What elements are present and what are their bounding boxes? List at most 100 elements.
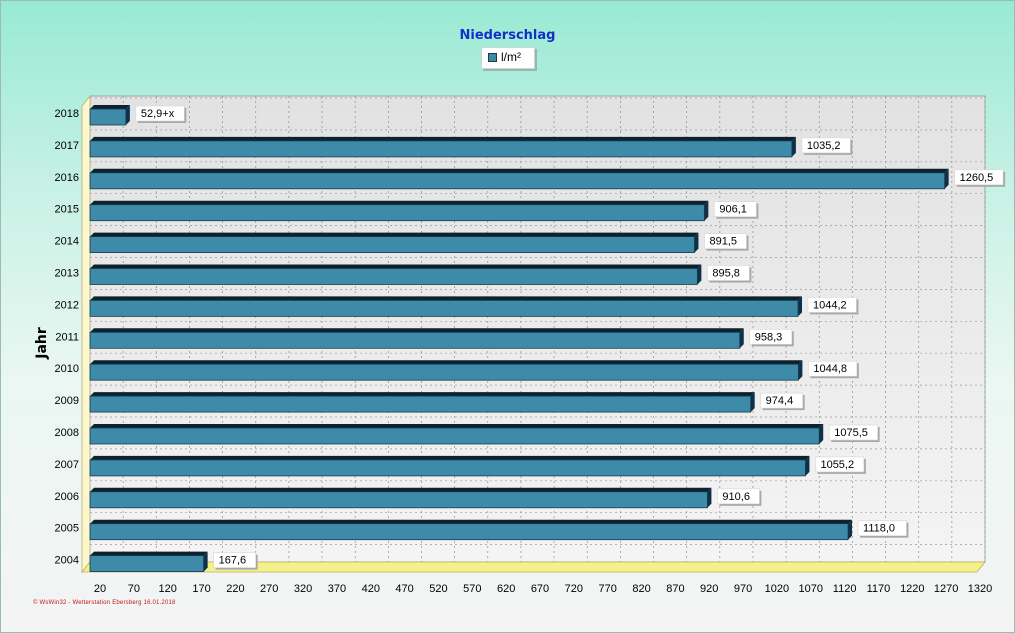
- data-label-box: [857, 520, 907, 537]
- bar-end-face: [203, 551, 208, 572]
- x-tick-label: 170: [192, 583, 210, 595]
- y-tick-label: 2013: [55, 268, 79, 280]
- y-tick-label: 2006: [55, 491, 79, 503]
- bar-2009: [89, 395, 752, 413]
- bar-top-face: [90, 519, 853, 524]
- x-tick-label: 920: [700, 583, 718, 595]
- bar-end-face: [739, 328, 744, 349]
- data-label: 1118,0: [863, 523, 895, 535]
- x-tick-label: 1020: [765, 583, 789, 595]
- data-label: 891,5: [709, 236, 737, 248]
- x-tick-label: 520: [429, 583, 447, 595]
- plot-left-wall: [81, 94, 91, 574]
- y-tick-label: 2008: [55, 427, 79, 439]
- data-label: 1075,5: [834, 427, 868, 439]
- bar-2018: [89, 108, 127, 126]
- x-tick-label: 120: [159, 583, 177, 595]
- bar-end-face: [750, 392, 755, 413]
- y-tick-label: 2005: [55, 523, 79, 535]
- bar-end-face: [125, 105, 130, 125]
- y-tick-label: 2007: [55, 459, 79, 471]
- data-label-box: [714, 201, 757, 217]
- legend: l/m²: [481, 47, 535, 69]
- bar-2011: [89, 331, 741, 349]
- bar-top-face: [90, 136, 796, 141]
- bar-top-face: [90, 105, 130, 109]
- bar-top-face: [90, 200, 709, 205]
- bar-top-face: [90, 360, 803, 365]
- bar-2014: [89, 236, 695, 254]
- bar-2012: [89, 299, 799, 317]
- data-label-box: [801, 137, 851, 154]
- y-tick-label: 2011: [55, 331, 79, 343]
- data-label: 974,4: [766, 395, 794, 407]
- chart-title: Niederschlag: [459, 28, 556, 43]
- data-label: 1035,2: [807, 140, 841, 152]
- bar-end-face: [944, 168, 949, 189]
- bar-end-face: [798, 360, 803, 381]
- y-tick-label: 2015: [55, 204, 79, 216]
- data-label: 167,6: [219, 555, 247, 567]
- data-label: 1055,2: [820, 459, 854, 471]
- bar-end-face: [805, 455, 810, 476]
- data-label-box: [828, 424, 878, 441]
- data-label-box: [717, 488, 760, 505]
- x-tick-label: 470: [395, 583, 413, 595]
- y-tick-label: 2017: [55, 140, 79, 152]
- legend-swatch: [488, 53, 497, 62]
- bar-2007: [89, 459, 806, 477]
- bar-top-face: [90, 455, 810, 460]
- bar-end-face: [697, 264, 702, 285]
- x-tick-label: 620: [497, 583, 515, 595]
- x-tick-label: 20: [94, 583, 106, 595]
- x-tick-label: 370: [328, 583, 346, 595]
- data-label-box: [954, 169, 1004, 186]
- bar-top-face: [90, 487, 712, 492]
- bar-2005: [89, 523, 849, 541]
- bar-top-face: [90, 328, 744, 333]
- bar-top-face: [90, 168, 949, 173]
- bar-top-face: [90, 264, 702, 269]
- x-tick-label: 870: [666, 583, 684, 595]
- y-tick-label: 2009: [55, 395, 79, 407]
- data-label: 52,9+x: [141, 108, 175, 120]
- x-tick-label: 770: [599, 583, 617, 595]
- data-label-box: [815, 456, 865, 473]
- bar-end-face: [848, 519, 853, 540]
- data-label-box: [704, 233, 747, 249]
- data-label-box: [807, 297, 857, 313]
- x-tick-label: 70: [128, 583, 140, 595]
- bar-end-face: [707, 487, 712, 508]
- data-label-box: [707, 265, 750, 281]
- data-label: 958,3: [755, 331, 783, 343]
- data-label-box: [135, 105, 185, 122]
- x-tick-label: 570: [463, 583, 481, 595]
- bar-2008: [89, 427, 820, 445]
- footer-credit: © WsWin32 - Wetterstation Ebersberg 16.0…: [33, 600, 176, 606]
- legend-label: l/m²: [501, 50, 521, 64]
- x-tick-label: 1170: [867, 583, 891, 595]
- x-tick-label: 820: [632, 583, 650, 595]
- y-tick-label: 2004: [55, 555, 79, 567]
- x-tick-label: 1220: [900, 583, 924, 595]
- bar-2010: [89, 363, 799, 381]
- data-label: 895,8: [712, 268, 740, 280]
- bar-top-face: [90, 392, 755, 397]
- bar-end-face: [819, 424, 824, 444]
- data-label: 1044,8: [813, 363, 847, 375]
- data-label: 910,6: [722, 491, 750, 503]
- x-tick-label: 1120: [833, 583, 857, 595]
- bar-end-face: [694, 232, 699, 253]
- data-label: 1260,5: [960, 172, 994, 184]
- bar-top-face: [90, 424, 824, 428]
- x-tick-label: 420: [362, 583, 380, 595]
- x-tick-label: 1070: [799, 583, 823, 595]
- bar-2004: [89, 555, 205, 572]
- y-tick-label: 2010: [55, 363, 79, 375]
- x-tick-label: 320: [294, 583, 312, 595]
- bar-2013: [89, 268, 698, 285]
- bar-top-face: [90, 551, 208, 556]
- bar-end-face: [791, 136, 796, 157]
- data-label-box: [749, 328, 793, 345]
